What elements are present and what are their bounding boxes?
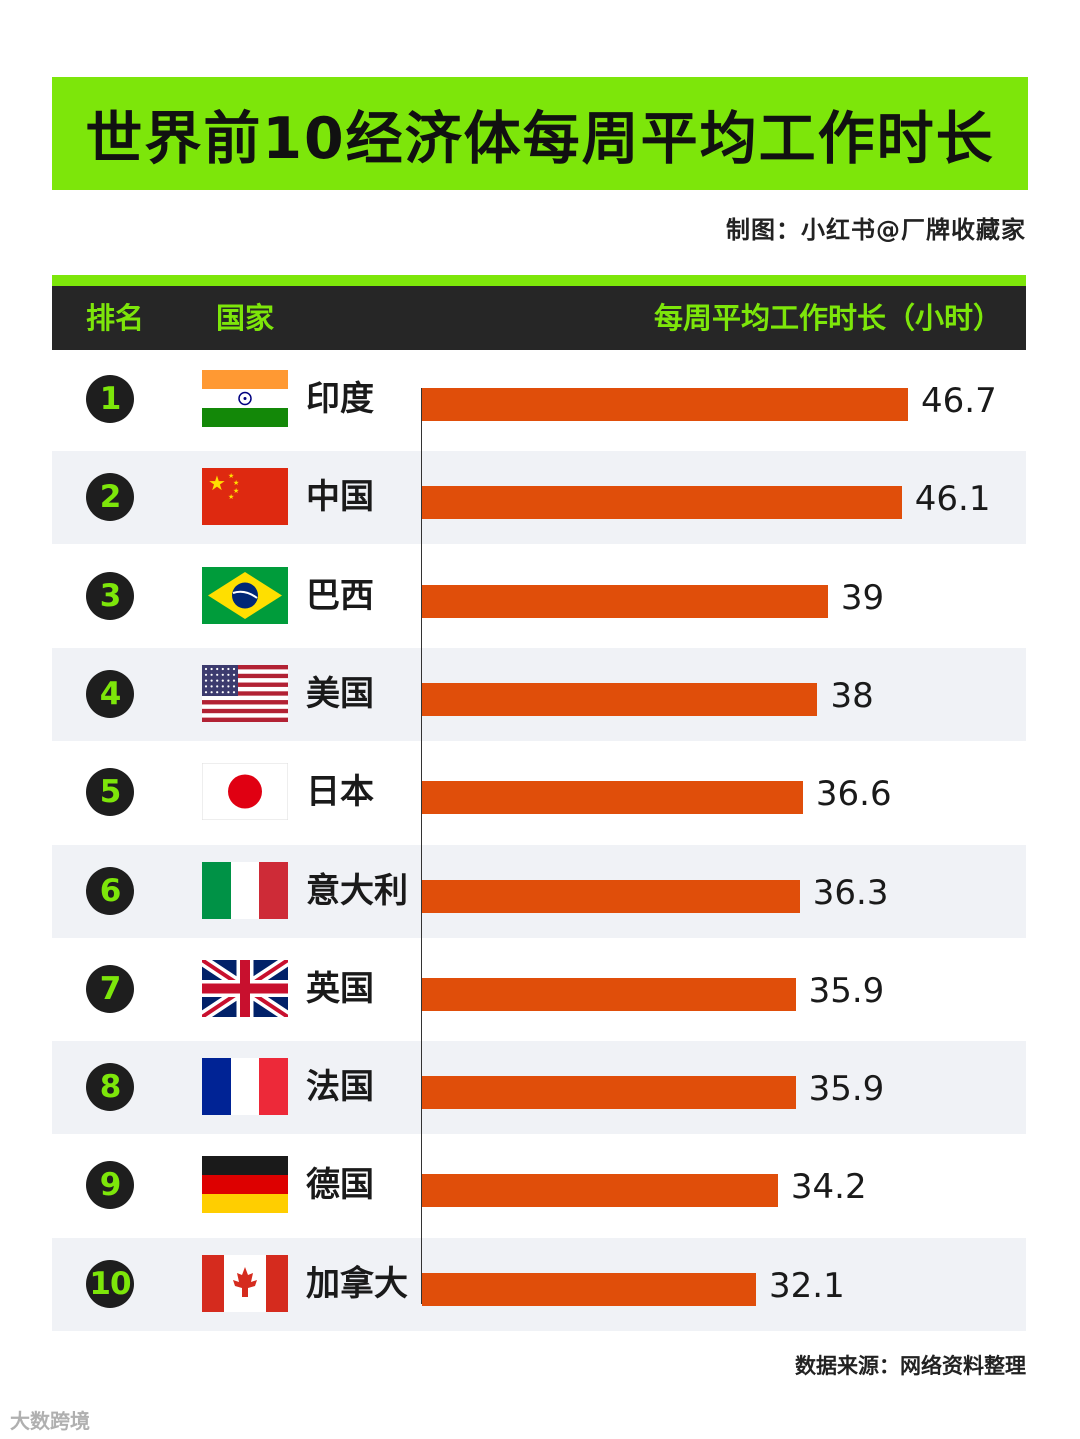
- bar-value-label: 46.7: [921, 381, 997, 421]
- bar-axis-line: [421, 388, 422, 1304]
- header-hours: 每周平均工作时长（小时）: [653, 301, 1002, 335]
- header-rank: 排名: [86, 301, 145, 335]
- bar: [422, 682, 818, 716]
- bar-value-label: 36.3: [812, 872, 889, 913]
- rank-badge: 4: [86, 669, 134, 718]
- rank-badge: 3: [86, 571, 134, 620]
- table-row: 5 日本: [52, 746, 1026, 839]
- country-label: 中国: [306, 477, 374, 518]
- bar-value-label: 46.1: [914, 479, 991, 520]
- germany-flag-icon: [202, 1156, 288, 1214]
- bar: [422, 1272, 757, 1306]
- table-row: 9 德国: [52, 1139, 1026, 1232]
- bar: [422, 584, 828, 618]
- brazil-flag-icon: [202, 566, 288, 624]
- watermark-text: 大数跨境: [10, 1409, 90, 1433]
- country-label: 德国: [306, 1165, 374, 1206]
- credit-text: 制图：小红书@厂牌收藏家: [726, 216, 1026, 244]
- rank-badge: 6: [86, 866, 134, 915]
- bar: [422, 977, 796, 1011]
- svg-text:★: ★: [208, 471, 226, 495]
- table-row: 3 巴西: [52, 550, 1026, 643]
- bar: [422, 486, 902, 520]
- svg-text:★: ★: [228, 493, 234, 501]
- rank-badge: 8: [86, 1063, 134, 1112]
- table-row: 4 美国: [52, 647, 1026, 741]
- india-flag-icon: [202, 370, 288, 427]
- bar: [422, 388, 908, 421]
- bar-value-label: 36.6: [815, 774, 892, 815]
- header-accent-strip: [52, 275, 1026, 286]
- country-label: 印度: [306, 379, 374, 419]
- bar-value-label: 34.2: [790, 1167, 867, 1208]
- china-flag-icon: ★ ★ ★ ★ ★: [202, 468, 288, 526]
- bar: [422, 879, 800, 913]
- source-text: 数据来源：网络资料整理: [795, 1354, 1026, 1378]
- france-flag-icon: [202, 1058, 288, 1116]
- uk-flag-icon: [202, 959, 288, 1017]
- country-label: 巴西: [306, 575, 374, 616]
- title-banner: 世界前10经济体每周平均工作时长: [52, 77, 1028, 190]
- rank-badge: 10: [86, 1259, 134, 1308]
- bar-value-label: 35.9: [808, 1069, 885, 1110]
- country-label: 法国: [306, 1067, 374, 1108]
- header-country: 国家: [216, 301, 275, 335]
- svg-text:★: ★: [233, 479, 239, 487]
- svg-text:★: ★: [233, 487, 239, 495]
- country-label: 英国: [306, 968, 374, 1009]
- bar: [422, 781, 803, 815]
- bar-value-label: 32.1: [769, 1265, 845, 1306]
- bar: [422, 1076, 796, 1110]
- table-row: 7 英国: [52, 943, 1026, 1036]
- canada-flag-icon: [202, 1254, 288, 1312]
- table-row: 10 加拿大: [52, 1237, 1026, 1331]
- rank-badge: 7: [86, 964, 134, 1013]
- usa-flag-icon: [202, 664, 288, 722]
- bar: [422, 1174, 778, 1208]
- country-label: 加拿大: [306, 1263, 408, 1304]
- svg-text:★: ★: [228, 472, 234, 480]
- italy-flag-icon: [202, 861, 288, 919]
- rank-badge: 9: [86, 1161, 134, 1210]
- bar-value-label: 35.9: [808, 970, 885, 1011]
- country-label: 美国: [306, 673, 374, 714]
- rank-badge: 5: [86, 768, 134, 817]
- japan-flag-icon: [202, 763, 288, 821]
- country-label: 日本: [306, 772, 374, 813]
- rank-badge: 1: [86, 375, 134, 423]
- table-header: 排名 国家 每周平均工作时长（小时）: [52, 286, 1026, 350]
- rank-badge: 2: [86, 473, 134, 522]
- chart-title: 世界前10经济体每周平均工作时长: [85, 105, 995, 172]
- bar-value-label: 38: [830, 675, 874, 716]
- bar-value-label: 39: [840, 577, 885, 618]
- country-label: 意大利: [306, 870, 408, 911]
- table-row: 1 印度: [52, 353, 1026, 446]
